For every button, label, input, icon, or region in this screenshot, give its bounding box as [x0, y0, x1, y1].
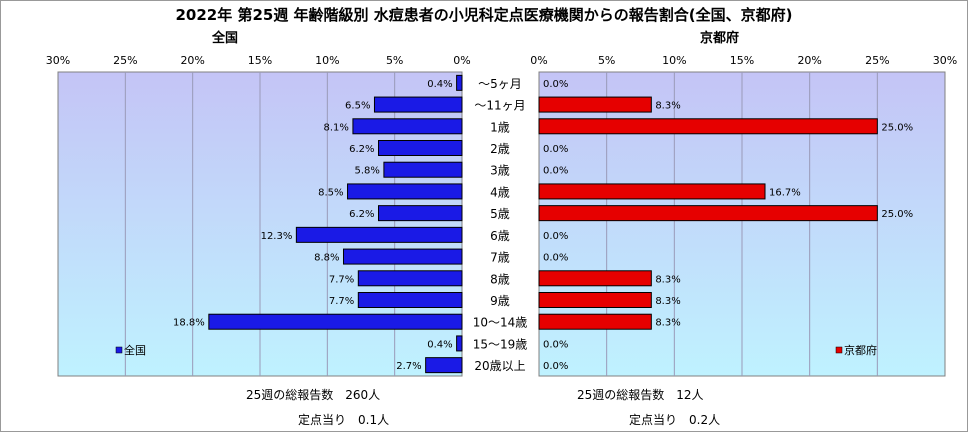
- right-data-label: 0.0%: [543, 361, 568, 372]
- left-bar: [208, 313, 463, 330]
- left-panel-title: 全国: [212, 31, 239, 46]
- category-labels: ～5ヶ月 ～11ヶ月 1歳 2歳 3歳 4歳 5歳 6歳 7歳 8歳 9歳 10～14歳 15～19歳 2…: [473, 77, 528, 373]
- right-bar: [538, 292, 652, 308]
- left-tick-label: 15%: [248, 54, 272, 67]
- left-data-label: 5.8%: [354, 166, 379, 177]
- right-panel: 0% 5% 10% 15% 20% 25% 30% 0.0% 8.3% 25.0% 0.0% 0.0%…: [530, 54, 957, 377]
- right-bar: [538, 313, 652, 330]
- category-label: 7歳: [490, 251, 510, 265]
- left-bar: [357, 270, 463, 287]
- left-data-label: 0.4%: [427, 339, 452, 350]
- left-bar: [342, 248, 463, 265]
- right-tick-label: 20%: [797, 54, 821, 67]
- left-tick-label: 10%: [315, 54, 339, 67]
- left-legend-label: 全国: [124, 343, 146, 357]
- left-bar: [295, 226, 463, 243]
- left-data-label: 8.8%: [314, 253, 339, 264]
- left-bar: [347, 183, 463, 200]
- left-data-label: 8.1%: [324, 122, 349, 133]
- left-data-label: 18.8%: [173, 318, 205, 329]
- left-tick-label: 25%: [113, 54, 137, 67]
- right-per-sentinel: 定点当り 0.2人: [629, 413, 721, 427]
- left-bar: [373, 96, 463, 113]
- right-tick-label: 10%: [662, 54, 686, 67]
- chart-title: 2022年 第25週 年齢階級別 水痘患者の小児科定点医療機関からの報告割合(全…: [175, 6, 793, 24]
- left-bar: [425, 357, 463, 374]
- right-bar: [538, 96, 652, 113]
- left-tick-label: 5%: [386, 54, 403, 67]
- left-bar: [456, 74, 463, 91]
- right-data-label: 16.7%: [769, 187, 801, 198]
- right-data-label: 0.0%: [543, 231, 568, 242]
- category-label: 10～14歳: [473, 316, 528, 330]
- right-data-label: 0.0%: [543, 79, 568, 90]
- left-data-label: 8.5%: [318, 187, 343, 198]
- category-label: 15～19歳: [473, 337, 528, 351]
- right-total-reports: 25週の総報告数 12人: [577, 388, 704, 402]
- left-data-label: 6.5%: [345, 101, 370, 112]
- right-data-label: 8.3%: [655, 101, 680, 112]
- right-data-label: 8.3%: [655, 296, 680, 307]
- right-tick-label: 0%: [530, 54, 547, 67]
- left-data-label: 7.7%: [329, 296, 354, 307]
- left-data-label: 7.7%: [329, 274, 354, 285]
- right-panel-title: 京都府: [700, 31, 740, 46]
- category-label: 20歳以上: [474, 359, 525, 373]
- category-label: ～5ヶ月: [478, 77, 522, 91]
- left-legend-swatch: [115, 346, 123, 354]
- left-data-label: 2.7%: [396, 361, 421, 372]
- right-bar: [538, 183, 766, 200]
- left-data-label: 6.2%: [349, 144, 374, 155]
- left-bar: [352, 118, 463, 135]
- right-data-label: 0.0%: [543, 339, 568, 350]
- left-tick-label: 20%: [180, 54, 204, 67]
- category-label: 8歳: [490, 272, 510, 286]
- right-legend-label: 京都府: [844, 343, 877, 357]
- left-panel: 30% 25% 20% 15% 10% 5% 0%0.4%6.5%8.1%6.2%5.8%8…: [46, 54, 471, 377]
- right-data-label: 25.0%: [881, 209, 913, 220]
- left-data-label: 6.2%: [349, 209, 374, 220]
- left-data-label: 0.4%: [427, 79, 452, 90]
- right-data-label: 0.0%: [543, 253, 568, 264]
- category-label: ～11ヶ月: [474, 99, 525, 113]
- left-bar: [378, 140, 463, 156]
- category-label: 1歳: [490, 120, 510, 134]
- right-data-label: 0.0%: [543, 144, 568, 155]
- right-data-label: 0.0%: [543, 166, 568, 177]
- right-bar: [538, 205, 878, 222]
- left-bar: [383, 161, 463, 178]
- left-tick-label: 0%: [453, 54, 470, 67]
- right-tick-label: 25%: [865, 54, 889, 67]
- right-tick-label: 30%: [933, 54, 957, 67]
- left-total-reports: 25週の総報告数 260人: [246, 388, 381, 402]
- right-bar: [538, 118, 878, 135]
- category-label: 9歳: [490, 294, 510, 308]
- category-label: 4歳: [490, 185, 510, 199]
- right-data-label: 25.0%: [881, 122, 913, 133]
- right-tick-label: 5%: [598, 54, 615, 67]
- right-bar: [538, 270, 652, 287]
- right-data-label: 8.3%: [655, 318, 680, 329]
- category-label: 3歳: [490, 164, 510, 178]
- category-label: 5歳: [490, 207, 510, 221]
- right-tick-label: 15%: [730, 54, 754, 67]
- category-label: 2歳: [490, 142, 510, 156]
- right-data-label: 8.3%: [655, 274, 680, 285]
- left-bar: [378, 205, 463, 222]
- left-tick-label: 30%: [46, 54, 70, 67]
- left-bar: [456, 335, 463, 352]
- left-per-sentinel: 定点当り 0.1人: [298, 413, 390, 427]
- left-data-label: 12.3%: [261, 231, 293, 242]
- left-bar: [357, 292, 463, 308]
- right-legend-swatch: [835, 346, 843, 354]
- category-label: 6歳: [490, 229, 510, 243]
